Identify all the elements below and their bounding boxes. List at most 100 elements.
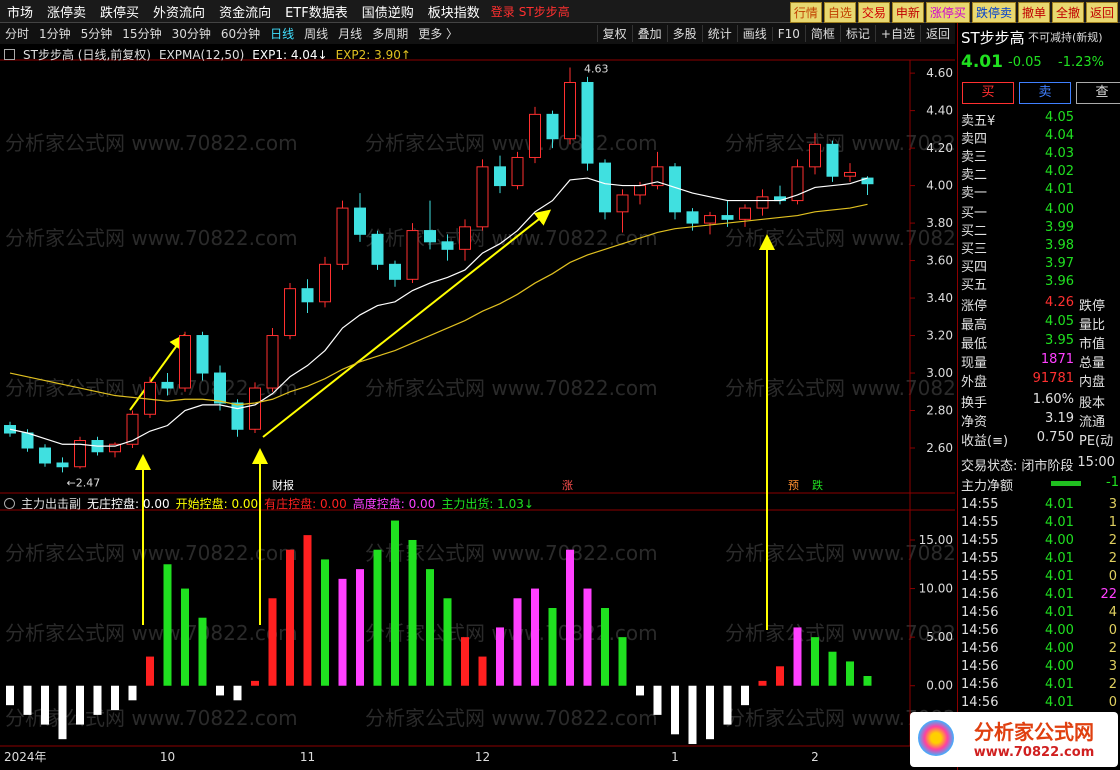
tool-button[interactable]: 复权 xyxy=(596,25,632,42)
login[interactable]: 登录 xyxy=(490,4,515,19)
bar xyxy=(128,685,137,701)
bar xyxy=(286,549,294,686)
candle-body xyxy=(651,166,664,187)
menu-item[interactable]: 板块指数 xyxy=(427,5,480,21)
period-tab[interactable]: 30分钟 xyxy=(171,27,211,41)
candle-body xyxy=(371,233,384,265)
trade-row: 14:56 4.01 4 xyxy=(961,605,1119,623)
menu-item[interactable]: 资金流向 xyxy=(219,5,272,21)
row-value: 3.98 xyxy=(1045,238,1074,253)
tool-button[interactable]: 简框 xyxy=(804,25,840,42)
period-tab[interactable]: 月线 xyxy=(338,27,363,41)
data-row: 卖五¥ 4.05 xyxy=(961,110,1119,129)
menu-item[interactable]: 涨停卖 xyxy=(47,5,87,21)
row-value: 1.60% xyxy=(1032,392,1074,407)
bar xyxy=(216,685,224,696)
quick-button[interactable]: 返回 xyxy=(1085,2,1118,23)
quick-button[interactable]: 交易 xyxy=(857,2,890,23)
tools: 复权 叠加 多股 统计 画线 F10 简框 标记 +自选 返回 xyxy=(596,23,955,44)
trade-time: 14:56 xyxy=(961,677,999,692)
trade-button[interactable]: 查 xyxy=(1076,82,1120,104)
trade-row: 14:56 4.00 2 xyxy=(961,641,1119,659)
tool-button[interactable]: 多股 xyxy=(666,25,702,42)
bar xyxy=(303,535,312,686)
trade-button[interactable]: 买 xyxy=(962,82,1014,104)
menu-item[interactable]: 市场 xyxy=(7,5,34,21)
menu-item[interactable]: ETF数据表 xyxy=(285,5,348,21)
row-label: 净资 xyxy=(961,415,988,430)
period-tab[interactable]: 分时 xyxy=(5,27,30,41)
bar xyxy=(723,685,732,725)
candle-body xyxy=(354,207,366,235)
trade-volume: 3 xyxy=(1108,659,1117,674)
menu-item[interactable]: 跌停买 xyxy=(100,5,140,21)
tool-button[interactable]: F10 xyxy=(771,26,805,41)
row-value: 3.97 xyxy=(1045,256,1074,271)
event-label: 跌 xyxy=(812,478,823,492)
menu-item[interactable]: 外资流向 xyxy=(153,5,206,21)
candle-body xyxy=(809,143,821,168)
row-label: 换手 xyxy=(961,396,988,411)
period-tab[interactable]: 15分钟 xyxy=(122,27,162,41)
row-label: 卖五¥ xyxy=(961,114,996,129)
bar xyxy=(846,661,854,686)
bar xyxy=(338,578,347,686)
period-tab[interactable]: 周线 xyxy=(304,27,329,41)
x-tick-label: 11 xyxy=(300,750,315,764)
quick-button[interactable]: 申新 xyxy=(891,2,924,23)
data-row: 买四 3.97 xyxy=(961,256,1119,275)
data-row: 买一 4.00 xyxy=(961,202,1119,221)
watermark: 分析家公式网 www.70822.com xyxy=(5,541,298,565)
bar xyxy=(776,666,784,686)
legend-entry: 无庄控盘: 0.00 xyxy=(87,497,170,511)
data-row: 收益(≡) 0.750 PE(动 xyxy=(961,430,1119,449)
row-value: 91781 xyxy=(1032,371,1074,386)
quick-button[interactable]: 行情 xyxy=(789,2,822,23)
tool-button[interactable]: 画线 xyxy=(736,25,772,42)
tool-button[interactable]: 标记 xyxy=(839,25,875,42)
trade-price: 4.01 xyxy=(1045,587,1074,602)
row-label: 卖四 xyxy=(961,132,988,147)
legend-entry: 主力出货: 1.03↓ xyxy=(441,497,534,511)
tool-button[interactable]: 返回 xyxy=(919,25,955,42)
tool-button[interactable]: 统计 xyxy=(701,25,737,42)
logo-name: 分析家公式网 xyxy=(974,720,1094,744)
quick-button[interactable]: 撤单 xyxy=(1017,2,1050,23)
bar xyxy=(58,685,67,740)
trade-button[interactable]: 卖 xyxy=(1019,82,1071,104)
low-label: ←2.47 xyxy=(67,476,101,489)
period-tab[interactable]: 1分钟 xyxy=(39,27,71,41)
quick-button[interactable]: 跌停卖 xyxy=(971,2,1016,23)
trade-volume: 0 xyxy=(1108,623,1117,638)
row-label: 外盘 xyxy=(961,375,988,390)
row-value: 4.01 xyxy=(1045,182,1074,197)
trade-row: 14:55 4.01 3 xyxy=(961,497,1119,515)
quick-button[interactable]: 自选 xyxy=(823,2,856,23)
row-value: 4.05 xyxy=(1045,314,1074,329)
bar xyxy=(811,637,819,686)
period-tab[interactable]: 日线 xyxy=(270,27,295,41)
menu-item[interactable]: 国债逆购 xyxy=(361,5,414,21)
period-tab[interactable]: 5分钟 xyxy=(80,27,113,41)
period-tab[interactable]: 更多 〉 xyxy=(418,27,459,41)
period-tab[interactable]: 60分钟 xyxy=(220,27,261,41)
legend-entry: 开始控盘: 0.00 xyxy=(175,497,259,511)
tool-button[interactable]: +自选 xyxy=(874,25,920,42)
tool-button[interactable]: 叠加 xyxy=(631,25,667,42)
row-label: 卖二 xyxy=(961,168,988,183)
watermark: 分析家公式网 www.70822.com xyxy=(5,131,298,155)
bar xyxy=(618,637,627,686)
quick-button[interactable]: 全撤 xyxy=(1051,2,1084,23)
candle-body xyxy=(634,185,646,196)
quick-button[interactable]: 涨停买 xyxy=(925,2,970,23)
period-tab[interactable]: 多周期 xyxy=(372,27,409,41)
row-value: 3.95 xyxy=(1045,333,1074,348)
candle-body xyxy=(686,211,699,224)
chart-title: ST步步高 (日线,前复权) xyxy=(23,48,151,62)
candle-body xyxy=(756,196,769,209)
trade-row: 14:55 4.01 0 xyxy=(961,569,1119,587)
watermark: 分析家公式网 www.70822.com xyxy=(5,226,298,250)
row-label: 涨停 xyxy=(961,299,988,314)
watermark: 分析家公式网 www.70822.com xyxy=(365,376,658,400)
bar xyxy=(76,685,84,725)
